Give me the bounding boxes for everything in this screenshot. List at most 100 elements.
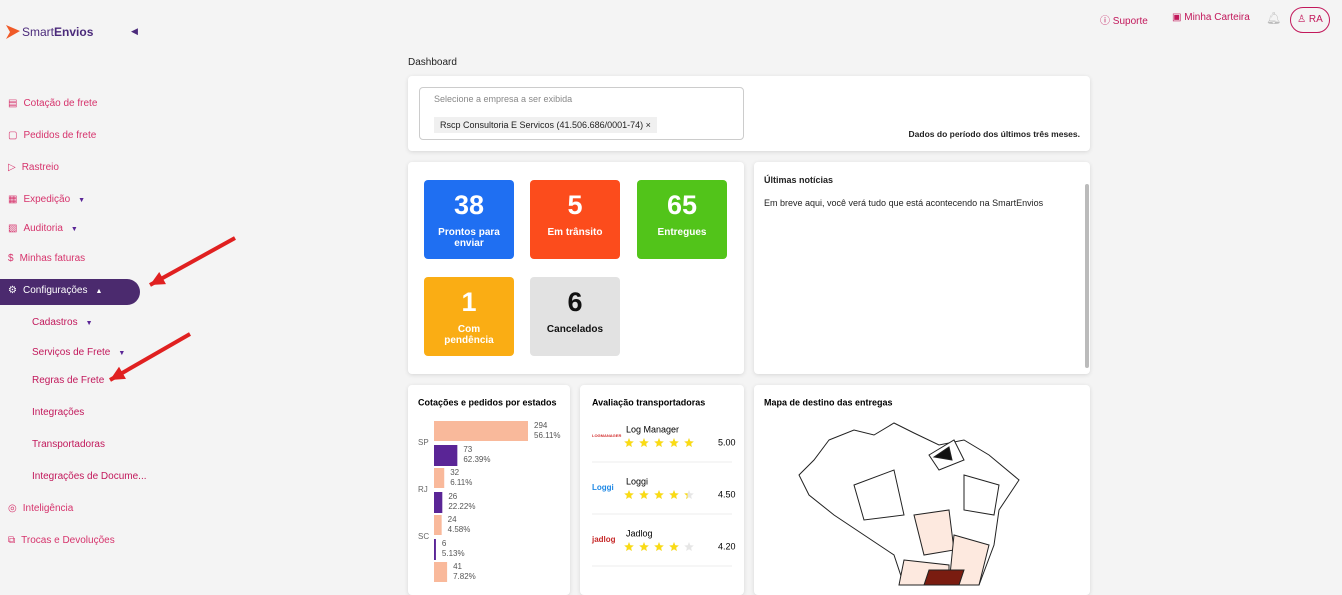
value-label: 26 — [448, 492, 457, 501]
star-empty — [684, 490, 694, 499]
chart-title: Cotações e pedidos por estados — [418, 397, 557, 407]
rating-label: 4.20 — [718, 541, 736, 551]
carrier-logo: Loggi — [592, 483, 614, 492]
nav-item[interactable]: ⧉ Trocas e Devoluções — [8, 535, 115, 546]
status-count: 38 — [453, 190, 485, 220]
nav-label: Integrações — [32, 407, 85, 418]
nav-item[interactable]: ▦ Expedição ▼ — [8, 194, 85, 205]
wallet-link[interactable]: ▣ Minha Carteira — [1172, 12, 1250, 23]
carriers-card: Avaliação transportadoras LOGMANAGER Log … — [580, 385, 744, 595]
percent-label: 22.22% — [448, 502, 475, 511]
star — [624, 542, 634, 551]
logo-icon — [6, 25, 20, 39]
state-chart: Cotações e pedidos por estados SP 29456.1… — [418, 397, 561, 582]
bar — [434, 445, 458, 466]
nav-icon: ▧ — [8, 223, 18, 234]
nav-item[interactable]: ▧ Auditoria ▼ — [8, 223, 78, 234]
active-pill — [0, 279, 140, 305]
period-note: Dados do período dos últimos três meses. — [908, 129, 1080, 139]
nav-label: Transportadoras — [32, 439, 105, 450]
nav-item[interactable]: ▢ Pedidos de frete — [8, 130, 96, 141]
percent-label: 4.58% — [448, 525, 471, 534]
rating-label: 5.00 — [718, 437, 736, 447]
nav-item[interactable]: Cadastros ▼ — [32, 317, 93, 328]
nav-item[interactable]: Integrações de Docume... — [32, 471, 147, 482]
carriers-title: Avaliação transportadoras — [592, 397, 705, 407]
avatar-label: RA — [1308, 14, 1323, 25]
carrier-name: Loggi — [626, 476, 648, 486]
map-title: Mapa de destino das entregas — [764, 397, 893, 407]
nav-item[interactable]: ▤ Cotação de frete — [8, 98, 97, 109]
nav-label: Trocas e Devoluções — [21, 535, 115, 546]
rating-label: 4.50 — [718, 489, 736, 499]
bar — [434, 562, 448, 582]
support-link[interactable]: ⓘ Suporte — [1100, 16, 1148, 27]
nav-icon: ▤ — [8, 98, 18, 109]
status-label: Com pendência — [444, 324, 494, 346]
percent-label: 5.13% — [442, 549, 465, 558]
caret: ▼ — [70, 226, 78, 233]
nav-icon: $ — [8, 253, 14, 264]
nav-item[interactable]: $ Minhas faturas — [8, 253, 85, 264]
status-card: 38 Prontos para enviar 5 Em trânsito 65 Entre… — [408, 162, 744, 374]
star — [669, 438, 679, 447]
status-tile[interactable]: 65 Entregues — [637, 180, 727, 259]
scrollbar[interactable] — [1085, 184, 1089, 368]
status-tile[interactable]: 5 Em trânsito — [530, 180, 620, 259]
nav-item[interactable]: Integrações — [32, 407, 84, 418]
carrier-name: Log Manager — [626, 424, 679, 434]
carrier-logo: LOGMANAGER — [592, 433, 621, 438]
percent-label: 7.82% — [453, 572, 476, 581]
status-tile[interactable]: 1 Com pendência — [424, 277, 514, 356]
nav-label: Rastreio — [21, 162, 59, 173]
bell[interactable]: 🔔︎ — [1266, 11, 1282, 25]
filter-card: Selecione a empresa a ser exibida Rscp C… — [408, 76, 1090, 151]
chip-label: Rscp Consultoria E Servicos (41.506.686/… — [440, 120, 644, 130]
star — [654, 542, 664, 551]
status-tile[interactable]: 6 Cancelados — [530, 277, 620, 356]
star — [624, 438, 634, 447]
nav-item[interactable]: ⚙ Configurações ▲ — [8, 285, 102, 296]
category-label: SC — [418, 532, 429, 541]
nav-item[interactable]: Serviços de Frete ▼ — [32, 347, 125, 358]
nav-icon: ▷ — [8, 162, 16, 173]
star-filled — [624, 438, 694, 447]
brand-part: Smart — [22, 25, 55, 39]
carriers: Avaliação transportadoras LOGMANAGER Log … — [591, 397, 736, 567]
nav-item[interactable]: ▷ Rastreio — [8, 162, 59, 173]
placeholder: Selecione a empresa a ser exibida — [434, 94, 573, 104]
nav-label: Inteligência — [22, 503, 74, 514]
state-chart-card: Cotações e pedidos por estados SP 294 56.1… — [408, 385, 570, 595]
status-label: Prontos para enviar — [438, 227, 500, 249]
rating-stars — [624, 438, 694, 447]
percent-label: 6.11% — [450, 478, 472, 487]
status-tile[interactable]: 38 Prontos para enviar — [424, 180, 514, 259]
news-text: Em breve aqui, você verá tudo que está a… — [764, 198, 1044, 208]
nav-label: Cotação de frete — [23, 98, 98, 109]
collapse-button[interactable]: ◀ — [131, 26, 138, 36]
bar — [434, 515, 442, 535]
news-card: Últimas notícias Em breve aqui, você ver… — [754, 162, 1090, 374]
nav-item[interactable]: Transportadoras — [32, 439, 105, 450]
star — [624, 490, 634, 499]
status-count: 65 — [666, 190, 698, 220]
nav-icon: ▦ — [8, 194, 18, 205]
category-label: SP — [418, 438, 429, 447]
star — [639, 490, 649, 499]
star — [654, 438, 664, 447]
nav-item[interactable]: ◎ Inteligência — [8, 503, 73, 514]
nav-icon: ⚙ — [8, 285, 17, 296]
star-filled — [624, 490, 688, 499]
status-count: 5 — [567, 190, 583, 220]
map: Mapa de destino das entregas — [764, 397, 1020, 586]
status-label: Entregues — [657, 227, 707, 238]
status-label: Em trânsito — [547, 227, 603, 238]
star — [669, 542, 679, 551]
percent-label: 62.39% — [463, 455, 490, 464]
wallet-label: Minha Carteira — [1184, 12, 1250, 23]
nav-item[interactable]: Regras de Frete — [32, 375, 104, 386]
star — [639, 438, 649, 447]
company-select[interactable]: Selecione a empresa a ser exibida Rscp C… — [419, 87, 744, 140]
avatar[interactable]: ♙ RA — [1290, 7, 1330, 33]
value-label: 73 — [463, 445, 472, 454]
